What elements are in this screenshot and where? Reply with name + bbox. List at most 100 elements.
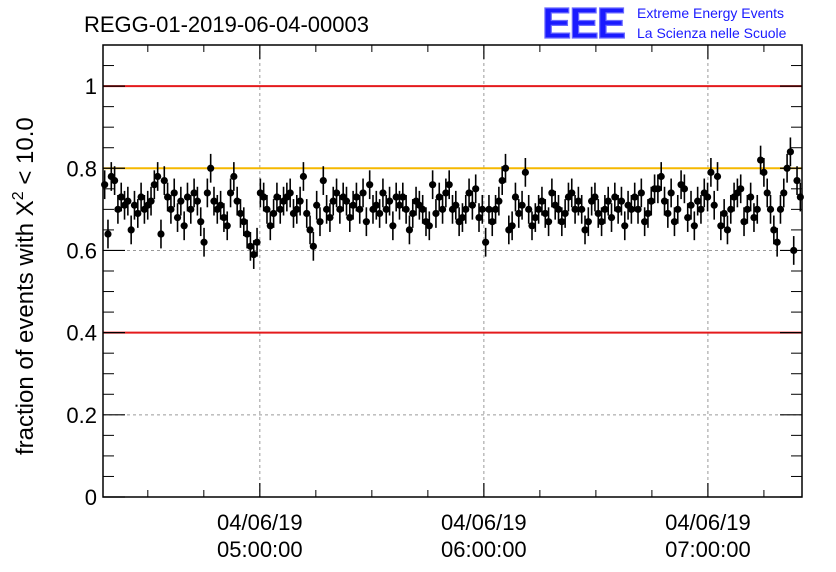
marker xyxy=(657,172,665,181)
data-point xyxy=(720,199,728,228)
marker xyxy=(316,218,324,226)
marker xyxy=(558,218,566,226)
data-point xyxy=(472,174,480,204)
data-point xyxy=(604,186,612,216)
marker xyxy=(766,205,775,213)
data-point xyxy=(230,162,238,191)
data-point xyxy=(376,199,384,228)
data-point xyxy=(163,182,172,212)
marker xyxy=(694,197,702,205)
data-point xyxy=(727,194,735,224)
data-point xyxy=(780,178,788,208)
marker xyxy=(293,205,301,213)
data-point xyxy=(766,194,775,224)
marker xyxy=(273,193,281,201)
marker xyxy=(548,189,556,197)
marker xyxy=(435,193,443,201)
marker xyxy=(253,238,261,246)
marker xyxy=(528,222,536,230)
marker xyxy=(495,197,503,205)
marker xyxy=(561,209,569,218)
marker xyxy=(491,205,500,213)
data-point xyxy=(660,186,669,216)
marker xyxy=(130,201,139,209)
data-point xyxy=(776,194,785,224)
marker xyxy=(438,205,447,213)
y-axis-title-main: fraction of events with X xyxy=(12,200,39,455)
data-point xyxy=(578,194,586,224)
data-point xyxy=(763,178,771,208)
marker xyxy=(554,205,563,213)
marker xyxy=(137,193,145,201)
marker xyxy=(535,205,543,213)
data-point xyxy=(399,182,407,212)
data-point xyxy=(432,199,440,228)
data-point xyxy=(187,194,195,224)
data-point xyxy=(554,194,563,224)
data-point xyxy=(703,182,712,212)
marker xyxy=(614,205,622,213)
marker xyxy=(385,197,394,205)
data-point xyxy=(306,215,314,245)
data-point xyxy=(137,182,145,212)
marker xyxy=(521,168,529,176)
marker xyxy=(780,189,788,197)
marker xyxy=(786,148,795,156)
data-point xyxy=(309,231,317,261)
data-point xyxy=(104,219,112,249)
marker xyxy=(511,193,520,201)
marker xyxy=(173,213,182,222)
marker xyxy=(641,218,649,226)
marker xyxy=(597,218,606,226)
marker xyxy=(763,189,771,197)
marker xyxy=(372,201,380,209)
data-point xyxy=(468,190,476,220)
marker xyxy=(210,197,218,205)
marker xyxy=(177,197,185,205)
data-point xyxy=(425,211,433,241)
marker xyxy=(737,185,745,193)
marker xyxy=(323,205,331,213)
y-tick-label: 0 xyxy=(85,485,97,510)
marker xyxy=(190,189,198,197)
data-point xyxy=(313,190,321,220)
marker xyxy=(409,209,417,218)
data-point xyxy=(177,186,185,216)
marker xyxy=(518,201,526,209)
data-point xyxy=(319,166,327,195)
marker xyxy=(581,226,589,234)
marker xyxy=(223,222,231,230)
marker xyxy=(773,238,781,246)
marker xyxy=(429,181,437,189)
marker xyxy=(246,242,255,250)
marker xyxy=(147,197,155,205)
marker xyxy=(743,205,751,213)
marker xyxy=(200,238,208,246)
marker xyxy=(631,193,639,201)
x-tick-date: 04/06/19 xyxy=(217,510,303,535)
marker xyxy=(501,164,510,172)
marker xyxy=(720,209,728,218)
data-point xyxy=(452,190,460,220)
marker xyxy=(101,181,109,189)
marker xyxy=(226,189,235,197)
marker xyxy=(717,222,725,230)
data-point xyxy=(263,194,271,224)
marker xyxy=(750,213,758,222)
data-point xyxy=(260,182,268,212)
data-point xyxy=(429,170,437,200)
marker xyxy=(379,189,387,197)
data-point xyxy=(419,194,427,224)
y-tick-label: 0.8 xyxy=(66,156,97,181)
marker xyxy=(604,197,612,205)
data-point xyxy=(508,211,516,241)
marker xyxy=(697,205,705,213)
x-tick-time: 07:00:00 xyxy=(665,537,751,562)
marker xyxy=(286,189,294,197)
marker xyxy=(187,205,195,213)
marker xyxy=(740,218,748,226)
marker xyxy=(207,164,215,172)
data-point xyxy=(157,219,165,249)
data-point xyxy=(561,199,569,228)
marker xyxy=(342,197,351,205)
